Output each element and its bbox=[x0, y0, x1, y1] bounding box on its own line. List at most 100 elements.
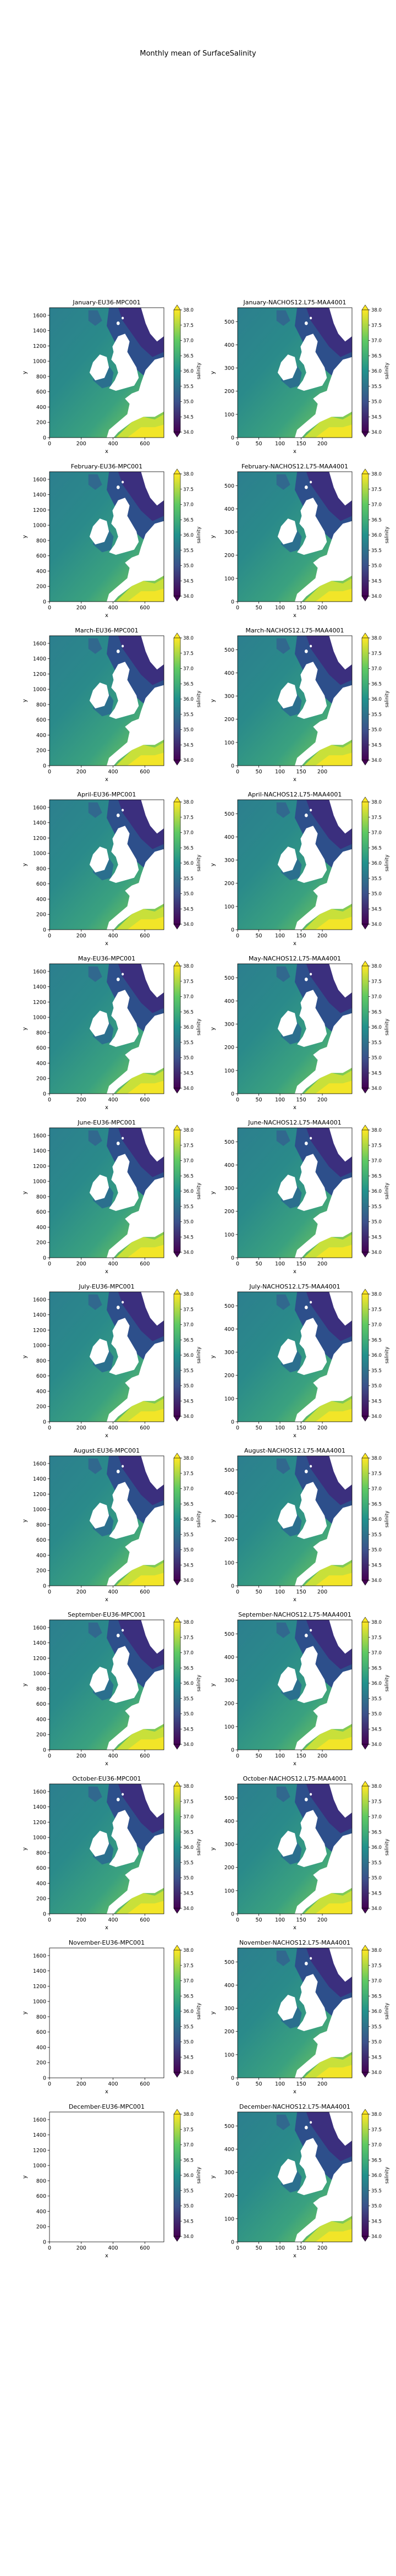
y-tick-label: 1000 bbox=[33, 523, 46, 529]
y-tick-label: 1200 bbox=[33, 343, 46, 350]
colorbar-tick-label: 38.0 bbox=[183, 2112, 194, 2117]
panel-title: May-EU36-MPC001 bbox=[78, 955, 135, 962]
colorbar-label: salinity bbox=[384, 2003, 390, 2020]
colorbar-tick-label: 34.5 bbox=[183, 578, 194, 584]
colorbar-tick-label: 35.0 bbox=[371, 1712, 382, 1717]
x-tick-label: 150 bbox=[296, 1425, 306, 1431]
y-tick-label: 400 bbox=[36, 2209, 46, 2215]
colorbar-extend-max bbox=[173, 304, 181, 310]
panel-title: November-NACHOS12.L75-MAA4001 bbox=[239, 1939, 350, 1946]
colorbar-tick-label: 36.0 bbox=[371, 697, 382, 702]
axes-frame bbox=[49, 1455, 164, 1586]
y-axis-label: y bbox=[22, 2175, 28, 2179]
x-tick-label: 600 bbox=[140, 933, 150, 939]
y-tick-label: 1600 bbox=[33, 1133, 46, 1139]
colorbar-tick-label: 37.5 bbox=[183, 1963, 194, 1969]
panel-title: April-NACHOS12.L75-MAA4001 bbox=[248, 791, 342, 798]
salinity-field bbox=[238, 1292, 352, 1422]
colorbar-tick-label: 37.0 bbox=[371, 1815, 382, 1820]
y-tick-label: 0 bbox=[231, 1748, 234, 1754]
suptitle: Monthly mean of SurfaceSalinity bbox=[140, 50, 256, 58]
colorbar-tick-label: 35.5 bbox=[371, 876, 382, 882]
colorbar-tick-label: 35.5 bbox=[183, 384, 194, 390]
x-tick-label: 150 bbox=[296, 769, 306, 775]
salinity-field bbox=[50, 964, 164, 1094]
x-tick-label: 0 bbox=[236, 1589, 239, 1595]
x-tick-label: 600 bbox=[140, 1425, 150, 1431]
y-tick-label: 200 bbox=[224, 1373, 234, 1379]
colorbar-tick-label: 34.5 bbox=[183, 2219, 194, 2224]
colorbar-tick-label: 35.5 bbox=[183, 1204, 194, 1210]
y-tick-label: 800 bbox=[36, 2178, 46, 2184]
colorbar-tick-label: 37.5 bbox=[183, 323, 194, 329]
colorbar-tick-label: 34.0 bbox=[371, 758, 382, 763]
colorbar-tick-label: 36.0 bbox=[371, 533, 382, 538]
y-axis-label: y bbox=[210, 863, 216, 866]
y-tick-label: 100 bbox=[224, 2216, 234, 2222]
colorbar-tick-label: 38.0 bbox=[183, 1620, 194, 1625]
y-tick-label: 200 bbox=[36, 1896, 46, 1902]
colorbar-tick-label: 36.5 bbox=[183, 1174, 194, 1179]
colorbar bbox=[361, 1458, 369, 1581]
colorbar-label: salinity bbox=[384, 527, 390, 543]
colorbar-tick-label: 35.0 bbox=[183, 1876, 194, 1881]
colorbar-label: salinity bbox=[196, 1675, 202, 1691]
y-tick-label: 300 bbox=[224, 694, 234, 700]
colorbar-tick-label: 36.0 bbox=[371, 369, 382, 374]
y-tick-label: 1600 bbox=[33, 313, 46, 319]
x-axis-label: x bbox=[293, 1105, 296, 1111]
colorbar-tick-label: 36.5 bbox=[371, 1174, 382, 1179]
panel-1: January-EU36-MPC001 0 200 400 600 x 0 200 400 600… bbox=[22, 299, 202, 455]
salinity-field bbox=[238, 308, 352, 438]
colorbar bbox=[361, 309, 369, 433]
y-tick-label: 500 bbox=[224, 1467, 234, 1473]
colorbar-tick-label: 36.0 bbox=[183, 2009, 194, 2015]
colorbar-tick-label: 37.0 bbox=[371, 339, 382, 344]
y-tick-label: 400 bbox=[36, 1717, 46, 1723]
y-tick-label: 200 bbox=[224, 2029, 234, 2035]
colorbar bbox=[361, 1622, 369, 1745]
panel-6: March-NACHOS12.L75-MAA4001 0 50 100 150 200 x 0… bbox=[210, 627, 390, 783]
y-axis-label: y bbox=[210, 2175, 216, 2179]
y-tick-label: 200 bbox=[36, 1568, 46, 1574]
colorbar-extend-min bbox=[173, 596, 181, 602]
colorbar bbox=[173, 1786, 181, 1909]
colorbar bbox=[361, 637, 369, 761]
y-tick-label: 1600 bbox=[33, 1297, 46, 1303]
y-tick-label: 1600 bbox=[33, 805, 46, 811]
panel-4: February-NACHOS12.L75-MAA4001 0 50 100 150 20… bbox=[210, 463, 390, 619]
colorbar bbox=[173, 637, 181, 761]
panel-title: January-NACHOS12.L75-MAA4001 bbox=[243, 299, 346, 306]
colorbar-tick-label: 37.5 bbox=[183, 979, 194, 985]
y-tick-label: 800 bbox=[36, 538, 46, 544]
x-tick-label: 150 bbox=[296, 2081, 306, 2087]
colorbar-tick-label: 37.5 bbox=[183, 2127, 194, 2133]
panel-12: June-NACHOS12.L75-MAA4001 0 50 100 150 200 x 0 1… bbox=[210, 1119, 390, 1275]
colorbar-tick-label: 36.0 bbox=[371, 2173, 382, 2179]
x-tick-label: 400 bbox=[108, 1261, 118, 1267]
x-tick-label: 0 bbox=[236, 605, 239, 611]
x-axis-label: x bbox=[293, 449, 296, 455]
x-tick-label: 200 bbox=[317, 1261, 327, 1267]
colorbar-label: salinity bbox=[384, 855, 390, 871]
axes-frame bbox=[49, 307, 164, 438]
colorbar-tick-label: 35.5 bbox=[371, 1860, 382, 1866]
y-axis-label: y bbox=[210, 699, 216, 702]
y-tick-label: 600 bbox=[36, 1701, 46, 1707]
colorbar-tick-label: 36.0 bbox=[371, 1353, 382, 1358]
colorbar-tick-label: 34.5 bbox=[371, 1071, 382, 1076]
colorbar-extend-max bbox=[361, 1945, 369, 1951]
colorbar-label: salinity bbox=[384, 691, 390, 707]
x-tick-label: 150 bbox=[296, 1261, 306, 1267]
y-tick-label: 1000 bbox=[33, 687, 46, 693]
y-tick-label: 1200 bbox=[33, 1984, 46, 1990]
y-tick-label: 200 bbox=[36, 584, 46, 590]
x-tick-label: 600 bbox=[140, 769, 150, 775]
x-tick-label: 0 bbox=[236, 1425, 239, 1431]
x-axis-label: x bbox=[105, 1433, 108, 1439]
salinity-field bbox=[238, 964, 352, 1094]
colorbar-extend-min bbox=[173, 432, 181, 438]
colorbar-tick-label: 35.0 bbox=[183, 400, 194, 405]
y-axis-label: y bbox=[22, 1683, 28, 1687]
x-tick-label: 400 bbox=[108, 1589, 118, 1595]
